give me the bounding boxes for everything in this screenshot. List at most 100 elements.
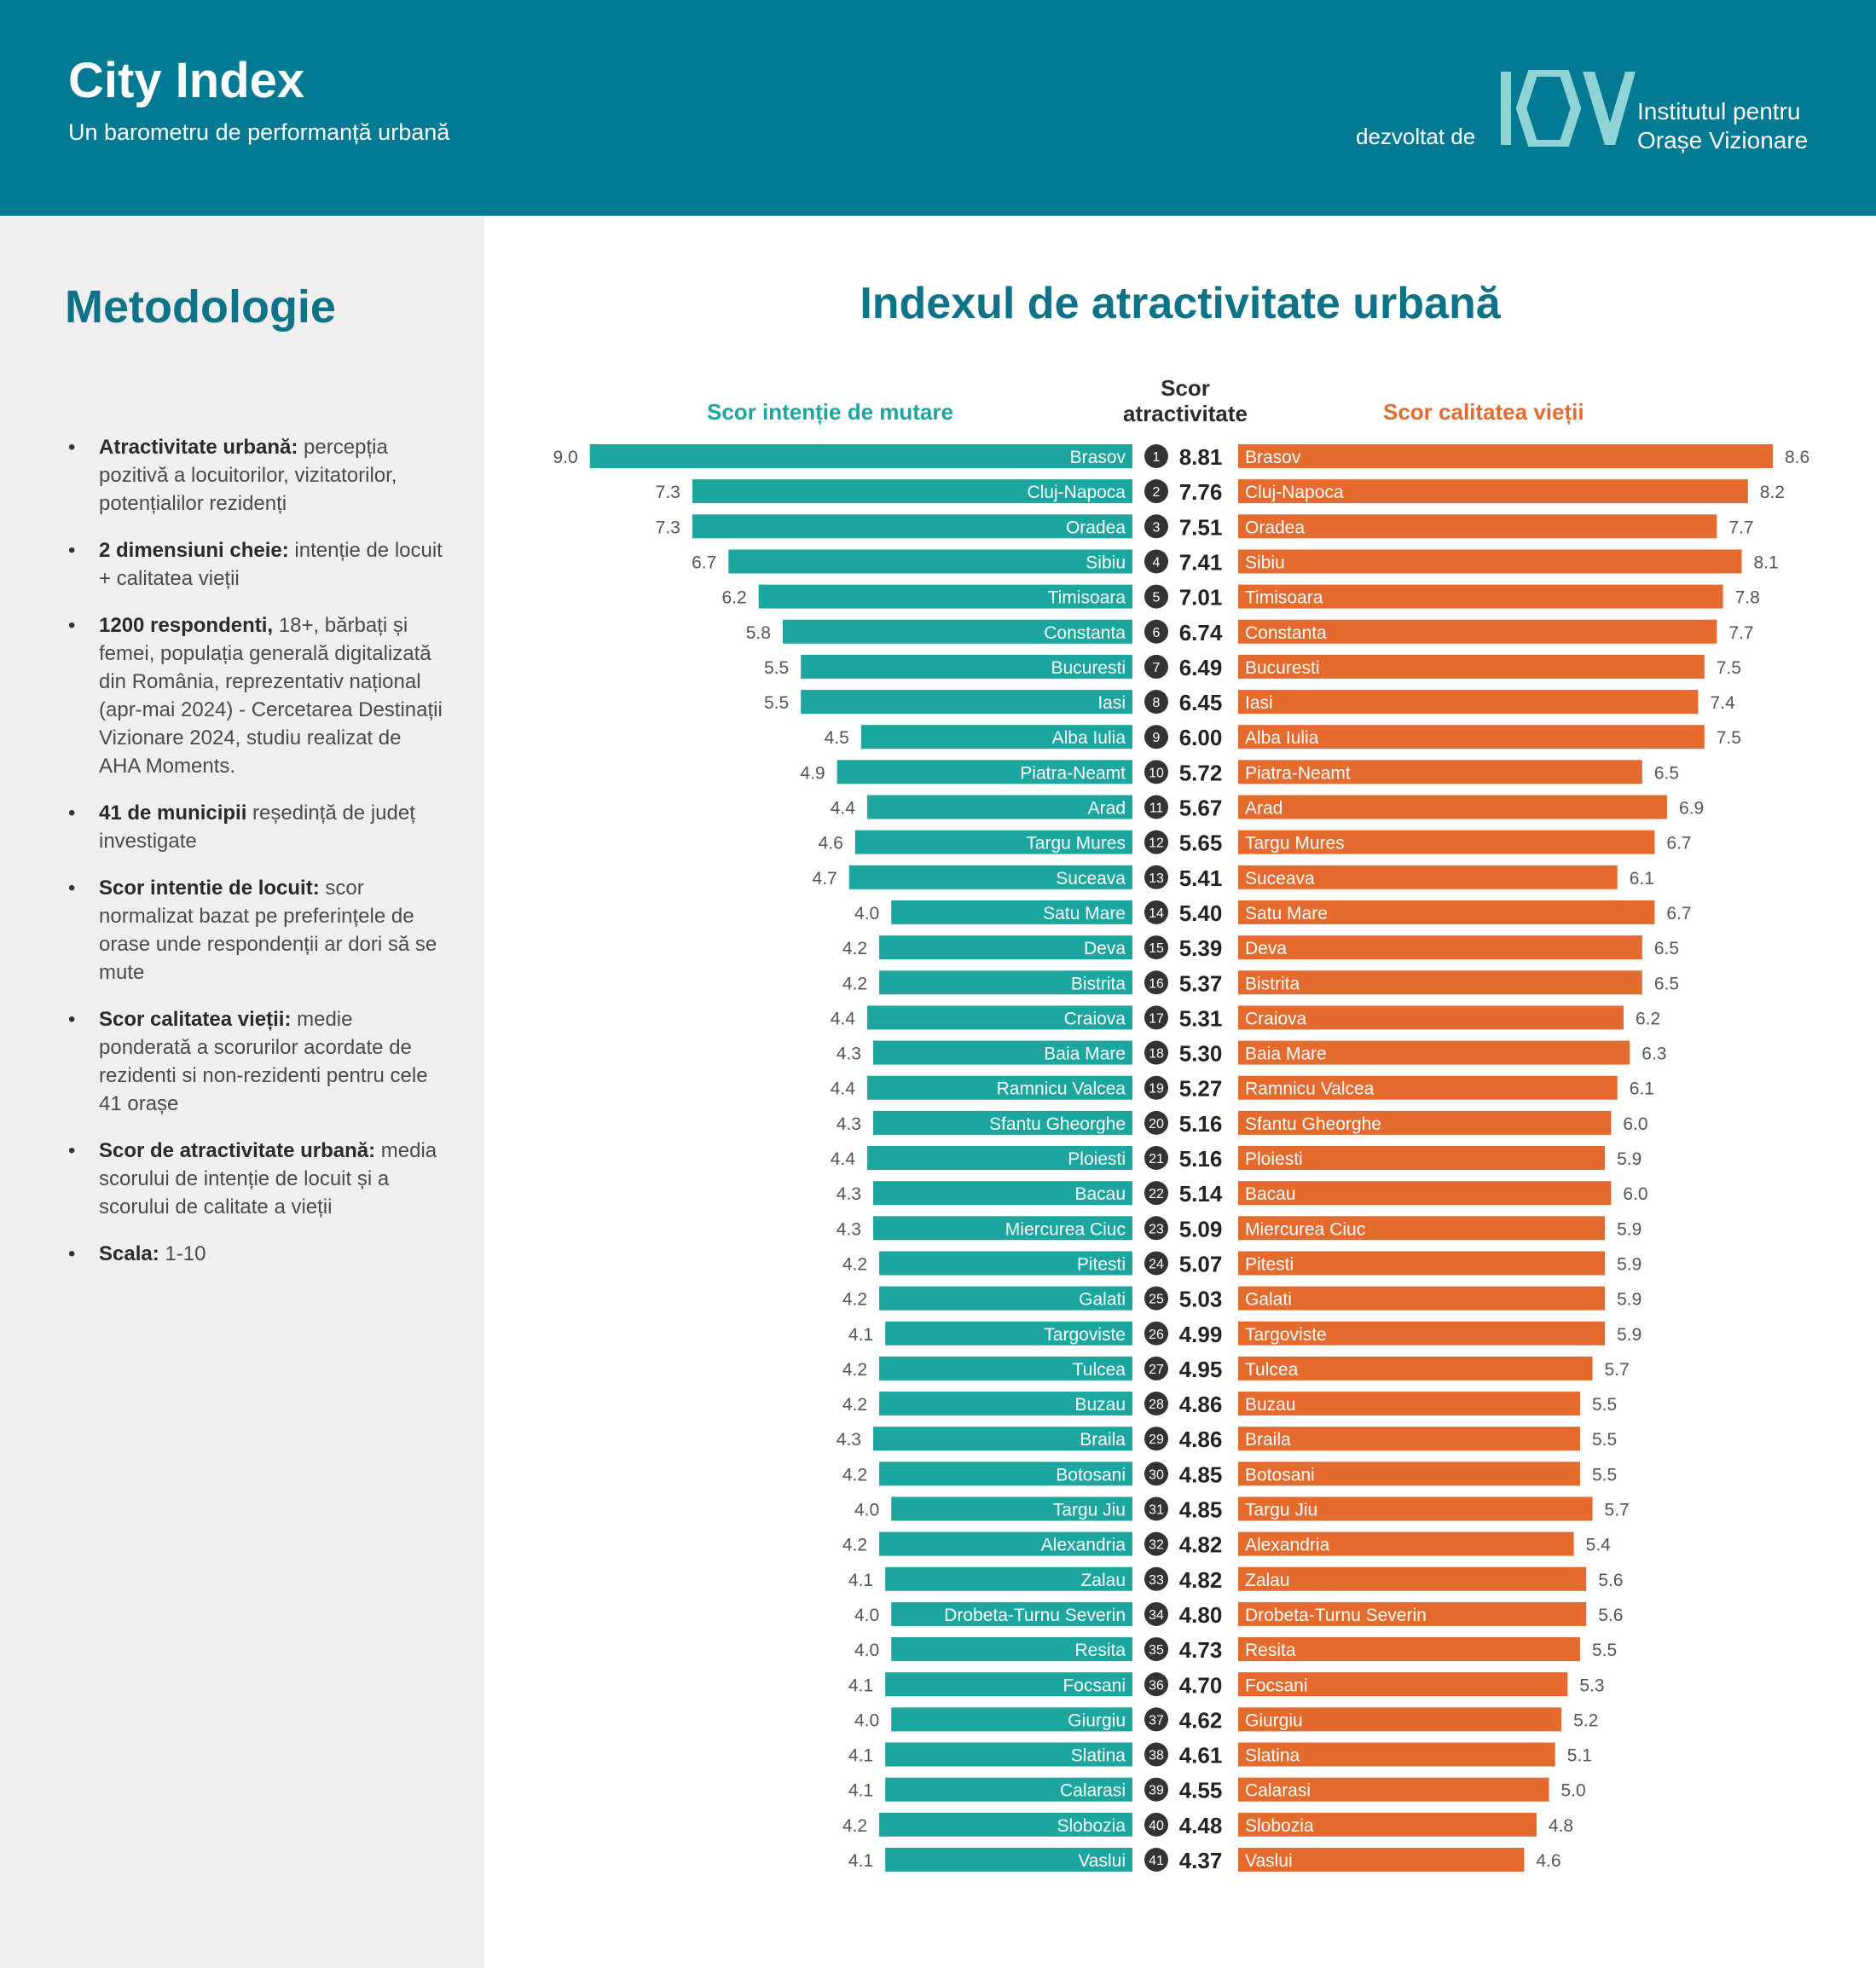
- methodology-title: Metodologie: [65, 281, 336, 333]
- methodology-item-text: percepția pozitivă a locuitorilor, vizit…: [99, 436, 397, 515]
- right-bar: [1238, 584, 1723, 609]
- rank-badge: [1144, 1427, 1168, 1451]
- rank-badge: [1144, 1637, 1168, 1662]
- left-value-label: 4.4: [831, 1149, 856, 1169]
- right-bar-city-label: Satu Mare: [1245, 904, 1328, 923]
- right-bar-city-label: Piatra-Neamt: [1245, 763, 1351, 783]
- methodology-item-text: media scorului de intenție de locuit și …: [99, 1139, 437, 1218]
- left-bar-city-label: Bacau: [1074, 1184, 1126, 1204]
- app-subtitle: Un barometru de performanță urbană: [68, 119, 450, 145]
- rank-number: 12: [1149, 836, 1164, 851]
- left-value-label: 7.3: [656, 518, 680, 537]
- left-bar-city-label: Slatina: [1071, 1746, 1126, 1766]
- right-bar: [1238, 1286, 1606, 1311]
- attractiveness-score: 5.72: [1179, 760, 1223, 785]
- rank-badge: [1144, 935, 1168, 960]
- left-value-label: 4.4: [831, 1009, 856, 1028]
- left-value-label: 4.3: [837, 1045, 861, 1064]
- rank-badge: [1144, 725, 1168, 750]
- left-bar: [692, 514, 1132, 539]
- right-bar-city-label: Sfantu Gheorghe: [1245, 1114, 1381, 1134]
- rank-number: 18: [1149, 1047, 1164, 1062]
- right-value-label: 6.1: [1630, 869, 1654, 888]
- left-value-label: 4.0: [854, 1606, 879, 1625]
- right-value-label: 5.9: [1617, 1254, 1642, 1274]
- rank-badge: [1144, 830, 1168, 854]
- left-value-label: 5.5: [764, 658, 789, 678]
- rank-number: 7: [1153, 661, 1161, 675]
- right-bar: [1238, 1566, 1587, 1591]
- left-bar: [879, 1531, 1132, 1556]
- left-value-label: 4.3: [837, 1184, 861, 1204]
- left-bar: [885, 1742, 1132, 1767]
- right-bar: [1238, 690, 1699, 715]
- left-bar: [837, 760, 1132, 784]
- left-value-label: 7.3: [656, 483, 680, 502]
- right-value-label: 6.0: [1623, 1184, 1647, 1204]
- attractiveness-score: 4.85: [1179, 1497, 1223, 1523]
- developed-by-label: dezvoltat de: [1356, 124, 1476, 149]
- right-value-label: 5.9: [1617, 1325, 1642, 1345]
- logo-text-line1: Institutul pentru: [1637, 98, 1801, 124]
- right-value-label: 6.5: [1654, 939, 1679, 958]
- attractiveness-score: 5.30: [1179, 1041, 1223, 1067]
- left-value-label: 9.0: [553, 448, 577, 467]
- attractiveness-score: 8.81: [1179, 444, 1223, 470]
- right-bar: [1238, 865, 1618, 889]
- left-bar: [866, 1075, 1132, 1100]
- right-value-label: 6.2: [1636, 1009, 1660, 1028]
- left-value-label: 4.4: [831, 1080, 856, 1099]
- left-bar-city-label: Vaslui: [1078, 1851, 1126, 1871]
- rank-number: 14: [1149, 906, 1164, 921]
- rank-number: 24: [1149, 1257, 1164, 1271]
- attractiveness-score: 7.01: [1179, 585, 1223, 611]
- left-value-label: 4.2: [842, 939, 867, 958]
- left-value-label: 4.3: [837, 1430, 861, 1450]
- left-value-label: 4.1: [848, 1746, 873, 1766]
- right-value-label: 7.8: [1735, 588, 1760, 608]
- right-bar: [1238, 1146, 1606, 1170]
- right-bar: [1238, 1392, 1580, 1416]
- rank-badge: [1144, 1566, 1168, 1591]
- rank-badge: [1144, 654, 1168, 679]
- header-banner: City Index Un barometru de performanță u…: [0, 0, 1876, 216]
- left-value-label: 4.2: [842, 1465, 867, 1485]
- right-value-label: 5.0: [1561, 1781, 1586, 1801]
- attractiveness-score: 5.67: [1179, 796, 1223, 821]
- attractiveness-score: 4.99: [1179, 1322, 1223, 1347]
- right-bar-city-label: Bistrita: [1245, 974, 1300, 993]
- left-bar: [782, 619, 1132, 644]
- right-bar: [1238, 549, 1742, 574]
- rank-number: 5: [1153, 591, 1161, 605]
- left-bar: [872, 1040, 1132, 1065]
- right-bar: [1238, 1251, 1606, 1276]
- right-bar: [1238, 1427, 1580, 1451]
- rank-number: 31: [1149, 1503, 1164, 1518]
- right-bar: [1238, 1005, 1624, 1030]
- rank-badge: [1144, 1812, 1168, 1837]
- left-bar: [891, 1637, 1132, 1662]
- left-bar: [879, 1392, 1132, 1416]
- right-bar: [1238, 444, 1773, 468]
- right-bar: [1238, 1181, 1612, 1206]
- right-bar-city-label: Focsani: [1245, 1676, 1308, 1695]
- rank-badge: [1144, 1251, 1168, 1276]
- right-value-label: 6.3: [1642, 1045, 1666, 1064]
- rank-badge: [1144, 1496, 1168, 1521]
- left-bar-city-label: Zalau: [1080, 1571, 1126, 1590]
- right-bar-city-label: Constanta: [1245, 623, 1327, 643]
- left-value-label: 4.9: [800, 763, 825, 783]
- left-bar: [879, 935, 1132, 960]
- attractiveness-score: 4.95: [1179, 1357, 1223, 1382]
- app-title: City Index: [68, 53, 305, 108]
- center-column-header: Scor atractivitate: [1100, 375, 1271, 426]
- right-value-label: 5.2: [1573, 1710, 1598, 1730]
- attractiveness-score: 5.07: [1179, 1251, 1223, 1276]
- rank-number: 35: [1149, 1643, 1164, 1658]
- right-value-label: 7.7: [1728, 518, 1753, 537]
- rank-badge: [1144, 760, 1168, 784]
- rank-badge: [1144, 1848, 1168, 1872]
- attractiveness-score: 4.82: [1179, 1532, 1223, 1558]
- right-value-label: 5.6: [1598, 1606, 1623, 1625]
- rank-number: 22: [1149, 1187, 1164, 1201]
